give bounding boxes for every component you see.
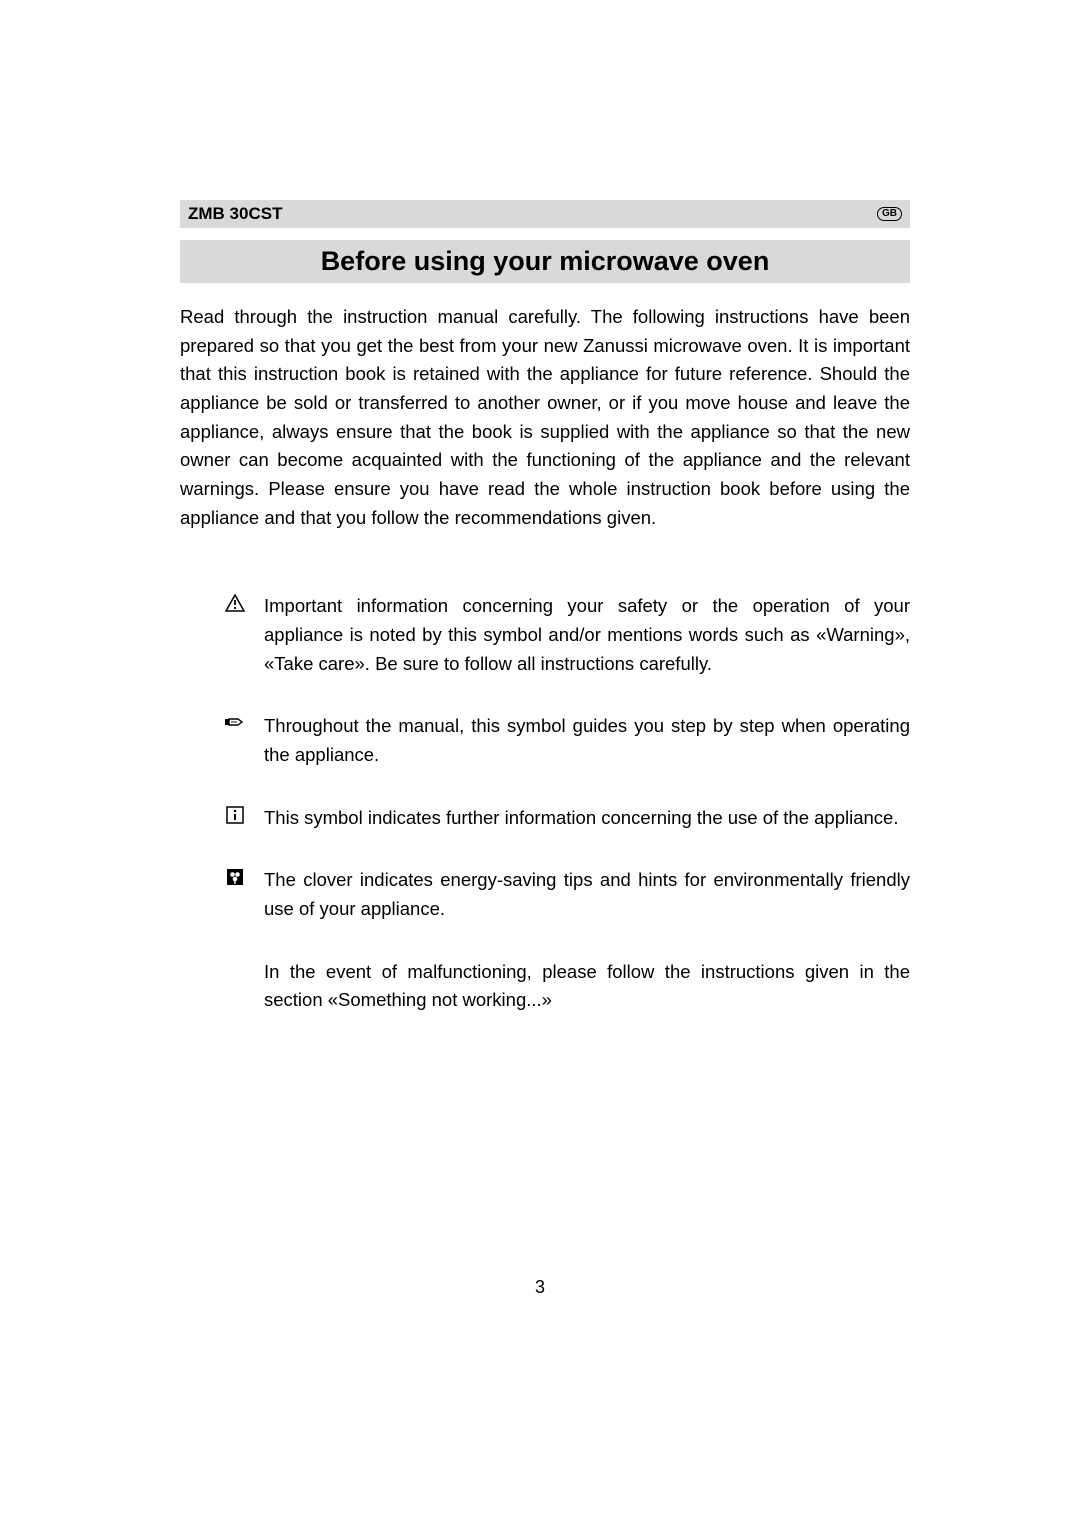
clover-box-icon — [224, 866, 246, 923]
pointing-hand-icon — [224, 712, 246, 769]
warning-triangle-icon — [224, 592, 246, 678]
no-icon — [224, 958, 246, 1015]
legend-item: The clover indicates energy-saving tips … — [224, 866, 910, 923]
legend-text: In the event of malfunctioning, please f… — [264, 958, 910, 1015]
page-title: Before using your microwave oven — [180, 240, 910, 283]
legend-item: Throughout the manual, this symbol guide… — [224, 712, 910, 769]
legend-item: Important information concerning your sa… — [224, 592, 910, 678]
symbol-legend: Important information concerning your sa… — [180, 592, 910, 1015]
legend-item: In the event of malfunctioning, please f… — [224, 958, 910, 1015]
region-badge: GB — [877, 207, 902, 221]
intro-paragraph: Read through the instruction manual care… — [180, 303, 910, 532]
legend-text: Throughout the manual, this symbol guide… — [264, 712, 910, 769]
model-label: ZMB 30CST — [188, 204, 282, 224]
page-number: 3 — [0, 1277, 1080, 1298]
legend-text: The clover indicates energy-saving tips … — [264, 866, 910, 923]
document-page: ZMB 30CST GB Before using your microwave… — [0, 0, 1080, 1528]
legend-text: Important information concerning your sa… — [264, 592, 910, 678]
header-bar: ZMB 30CST GB — [180, 200, 910, 228]
info-box-icon — [224, 804, 246, 833]
legend-text: This symbol indicates further informatio… — [264, 804, 910, 833]
legend-item: This symbol indicates further informatio… — [224, 804, 910, 833]
